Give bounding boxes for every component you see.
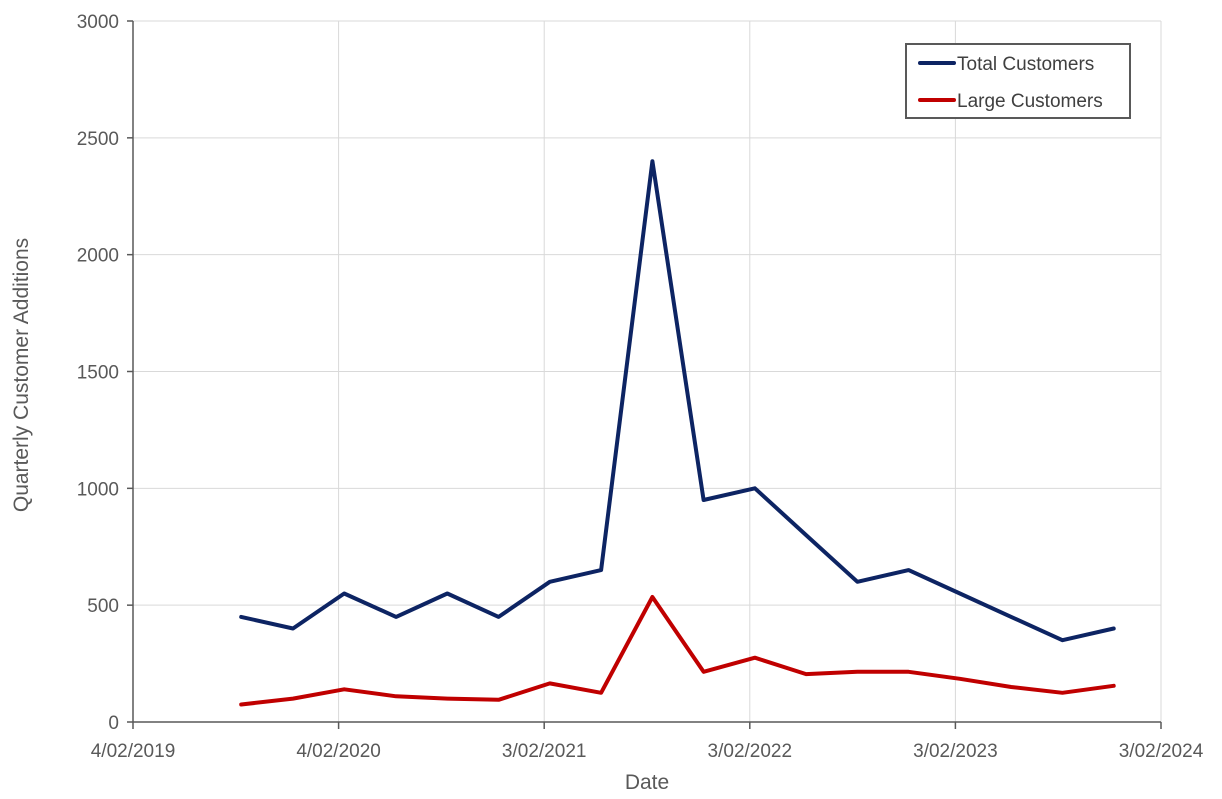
y-tick-label: 3000 — [77, 12, 119, 33]
legend-label-total-customers: Total Customers — [957, 54, 1094, 75]
x-tick-label: 4/02/2019 — [91, 741, 176, 762]
y-tick-label: 0 — [108, 713, 119, 734]
x-tick-label: 4/02/2020 — [296, 741, 381, 762]
legend-box — [905, 43, 1131, 119]
legend: Total Customers Large Customers — [905, 43, 1131, 119]
y-tick-label: 500 — [87, 596, 119, 617]
x-tick-label: 3/02/2021 — [502, 741, 587, 762]
legend-label-large-customers: Large Customers — [957, 91, 1103, 112]
x-tick-label: 3/02/2023 — [913, 741, 998, 762]
y-axis-title: Quarterly Customer Additions — [10, 238, 33, 512]
y-axis-ticks: 0 500 1000 1500 2000 2500 3000 — [77, 12, 133, 734]
y-tick-label: 1500 — [77, 363, 119, 384]
x-axis-title: Date — [625, 771, 669, 794]
series-lines — [239, 159, 1116, 707]
x-tick-label: 3/02/2022 — [708, 741, 793, 762]
x-axis-ticks: 4/02/2019 4/02/2020 3/02/2021 3/02/2022 3/02… — [91, 722, 1204, 762]
series-line-total-customers — [239, 159, 1116, 643]
grid-lines — [133, 20, 1162, 722]
y-tick-label: 1000 — [77, 479, 119, 500]
y-tick-label: 2500 — [77, 129, 119, 150]
y-tick-label: 2000 — [77, 246, 119, 267]
series-line-large-customers — [239, 595, 1116, 707]
x-tick-label: 3/02/2024 — [1119, 741, 1204, 762]
